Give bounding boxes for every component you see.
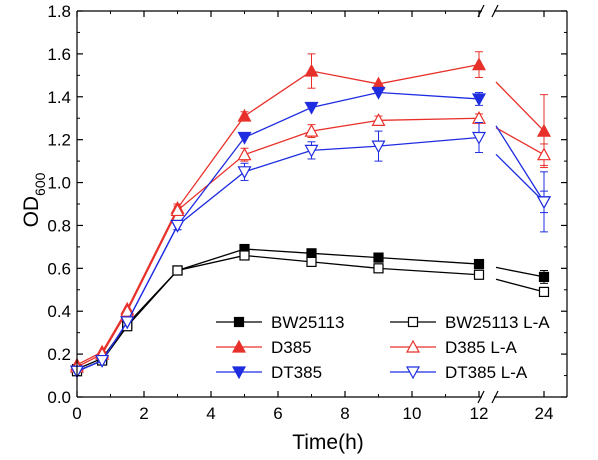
y-tick-label: 0.8	[47, 216, 71, 235]
data-point	[306, 248, 317, 259]
series-layer	[69, 51, 552, 379]
data-point	[473, 269, 485, 280]
x-tick-label: 12	[470, 404, 489, 423]
axes: 0.00.20.40.60.81.01.21.41.61.80 2 4 6 8 10 12 2…	[47, 2, 568, 423]
legend-label: DT385 L-A	[445, 363, 528, 382]
legend-marker	[407, 316, 419, 328]
y-tick-label: 1.4	[47, 88, 71, 107]
legend-item-bw25113-l-a: BW25113 L-A	[390, 313, 550, 332]
data-point	[95, 354, 110, 368]
data-point	[538, 271, 550, 283]
data-point	[304, 123, 319, 137]
legend-label: BW25113	[271, 313, 344, 332]
data-point	[373, 263, 384, 274]
data-point	[371, 113, 386, 126]
x-tick-label: 2	[139, 404, 148, 423]
y-tick-label: 0.0	[47, 388, 71, 407]
axis-break-mark	[491, 4, 499, 18]
legend-marker	[231, 339, 247, 353]
data-point	[538, 286, 550, 298]
y-tick-label: 1.6	[47, 45, 71, 64]
data-point	[170, 203, 185, 217]
y-tick-label: 0.2	[47, 345, 71, 364]
data-point	[473, 258, 485, 270]
legend-label: BW25113 L-A	[445, 313, 550, 332]
legend-item-dt385-l-a: DT385 L-A	[390, 363, 528, 382]
y-tick-label: 0.6	[47, 259, 71, 278]
legend-label: D385 L-A	[445, 338, 517, 357]
series-line	[495, 127, 545, 156]
data-point	[237, 108, 252, 122]
series-dt385-l-a	[69, 122, 552, 379]
series-line	[495, 278, 545, 293]
x-tick-label: 8	[340, 404, 349, 423]
data-point	[471, 131, 487, 145]
legend-marker	[233, 316, 245, 328]
y-tick-label: 1.8	[47, 2, 71, 21]
legend-item-dt385: DT385	[216, 363, 322, 382]
data-point	[373, 252, 384, 263]
legend-marker	[405, 339, 421, 353]
data-point	[304, 101, 319, 115]
data-point	[172, 265, 183, 276]
legend-item-d385-l-a: D385 L-A	[390, 338, 517, 357]
x-tick-label: 24	[535, 404, 554, 423]
series-line	[495, 153, 545, 203]
data-point	[237, 131, 252, 145]
legend-marker	[231, 366, 247, 380]
x-tick-label: 10	[403, 404, 422, 423]
data-point	[536, 123, 552, 137]
data-point	[371, 140, 386, 154]
y-tick-label: 0.4	[47, 302, 71, 321]
series-line	[76, 136, 480, 372]
data-point	[239, 250, 250, 261]
data-point	[536, 196, 552, 210]
legend-item-d385: D385	[216, 338, 312, 357]
data-point	[237, 147, 252, 161]
legend-label: D385	[271, 338, 312, 357]
series-line	[495, 266, 545, 278]
legend: BW25113 BW25113 L-A D385 D385 L-A DT385 DT385…	[216, 313, 550, 382]
data-point	[536, 147, 552, 161]
data-point	[371, 86, 386, 100]
data-point	[471, 93, 487, 107]
x-tick-label: 4	[206, 404, 215, 423]
data-point	[170, 219, 185, 233]
axis-break-mark	[491, 390, 499, 404]
data-point	[471, 57, 487, 71]
data-point	[306, 256, 317, 267]
series-line	[495, 81, 545, 132]
data-point	[237, 166, 252, 180]
legend-label: DT385	[271, 363, 322, 382]
y-axis-title: OD600	[20, 172, 48, 227]
x-tick-label: 6	[273, 404, 282, 423]
data-point	[120, 303, 135, 317]
legend-marker	[405, 366, 421, 380]
data-point	[304, 144, 319, 158]
series-line	[76, 63, 480, 366]
series-line	[495, 125, 545, 203]
data-point	[120, 316, 135, 330]
x-tick-label: 0	[72, 404, 81, 423]
x-axis-title: Time(h)	[292, 431, 364, 454]
y-tick-label: 1.0	[47, 174, 71, 193]
axis-break-mark	[477, 390, 485, 404]
legend-item-bw25113: BW25113	[216, 313, 344, 332]
data-point	[304, 63, 319, 77]
y-tick-label: 1.2	[47, 131, 71, 150]
